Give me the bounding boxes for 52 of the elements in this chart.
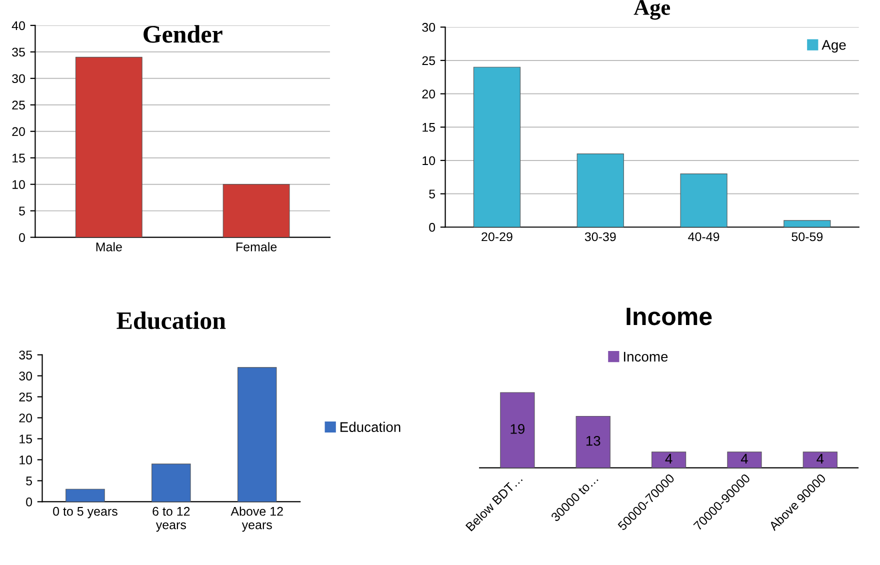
data-label: 4 bbox=[816, 454, 824, 464]
bar bbox=[784, 220, 831, 228]
chart-title: Gender bbox=[144, 25, 222, 43]
chart-title: Education bbox=[116, 312, 226, 330]
y-tick-label: 25 bbox=[12, 100, 25, 110]
y-tick-label: 15 bbox=[20, 434, 32, 444]
x-tick-label: Female bbox=[236, 242, 277, 252]
y-tick-label: 0 bbox=[19, 233, 25, 242]
data-label: 13 bbox=[586, 436, 600, 446]
chart-title: Income bbox=[626, 308, 712, 326]
data-label: 4 bbox=[740, 454, 748, 464]
y-tick-label: 0 bbox=[26, 498, 32, 506]
legend-label: Income bbox=[624, 352, 668, 362]
y-tick-label: 25 bbox=[19, 392, 32, 402]
bar bbox=[237, 367, 277, 502]
bar bbox=[152, 464, 191, 502]
y-tick-label: 30 bbox=[19, 372, 32, 380]
x-tick-label: Male bbox=[96, 242, 122, 252]
data-label: 4 bbox=[665, 454, 672, 464]
y-tick-label: 5 bbox=[19, 206, 25, 216]
y-tick-label: 15 bbox=[12, 154, 25, 162]
y-tick-label: 30 bbox=[422, 22, 436, 32]
bar bbox=[680, 174, 728, 228]
x-tick-label: 20-29 bbox=[482, 232, 512, 242]
x-tick-label: 40-49 bbox=[688, 232, 720, 242]
data-label: 19 bbox=[510, 424, 525, 434]
y-tick-label: 0 bbox=[429, 222, 436, 232]
chart-title: Age bbox=[634, 0, 670, 20]
y-tick-label: 20 bbox=[422, 90, 436, 98]
y-tick-label: 40 bbox=[12, 21, 25, 30]
y-tick-label: 15 bbox=[422, 123, 436, 132]
bar bbox=[576, 154, 624, 228]
x-tick-label: Above 12 years bbox=[230, 506, 283, 532]
y-tick-label: 5 bbox=[429, 190, 436, 198]
y-tick-label: 30 bbox=[12, 74, 25, 84]
x-tick-label: 50-59 bbox=[792, 232, 823, 242]
y-tick-label: 35 bbox=[19, 350, 32, 360]
y-tick-label: 20 bbox=[19, 414, 32, 422]
y-tick-label: 25 bbox=[422, 56, 436, 66]
x-tick-label: 0 to 5 years bbox=[53, 506, 118, 518]
y-tick-label: 5 bbox=[26, 476, 32, 486]
y-tick-label: 20 bbox=[12, 127, 25, 136]
legend-label: Age bbox=[822, 40, 846, 53]
y-tick-label: 35 bbox=[12, 48, 25, 57]
x-tick-label: 6 to 12 years bbox=[152, 506, 190, 532]
y-tick-label: 10 bbox=[12, 180, 25, 189]
legend-label: Education bbox=[340, 422, 400, 432]
y-tick-label: 10 bbox=[20, 456, 32, 464]
bar bbox=[473, 66, 521, 228]
y-tick-label: 10 bbox=[422, 156, 436, 166]
x-tick-label: 30-39 bbox=[584, 232, 616, 242]
bar bbox=[66, 488, 105, 502]
